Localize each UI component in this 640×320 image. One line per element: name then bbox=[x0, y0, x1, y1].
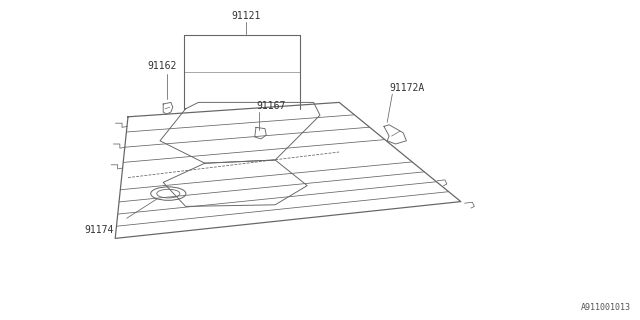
Text: 91121: 91121 bbox=[232, 11, 261, 21]
Text: A911001013: A911001013 bbox=[580, 303, 630, 312]
Text: 91167: 91167 bbox=[256, 101, 285, 111]
Text: 91174: 91174 bbox=[84, 225, 114, 235]
Text: 91162: 91162 bbox=[147, 61, 177, 71]
Text: 91172A: 91172A bbox=[389, 83, 424, 93]
